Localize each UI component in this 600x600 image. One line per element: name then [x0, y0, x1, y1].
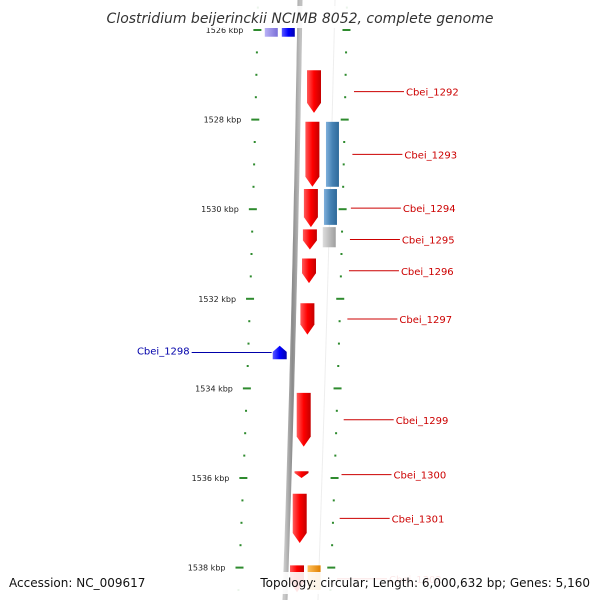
accession-text: Accession: NC_009617 — [9, 576, 145, 590]
tick-track: 1526 kbp 1528 kbp 1530 kbp 1532 kbp 1534 kbp… — [188, 6, 351, 591]
tick-label-1532: 1532 kbp — [198, 295, 236, 304]
gene-arrow-cbei-1293[interactable] — [305, 121, 320, 187]
gene-label-cbei-1294[interactable]: Cbei_1294 — [403, 204, 456, 215]
feature-blue-0 — [325, 121, 339, 187]
guide-line — [317, 0, 336, 600]
gene-arrow-cbei-1297[interactable] — [300, 303, 315, 335]
gene-arrow-cbei-1294[interactable] — [303, 189, 318, 228]
footer-background — [0, 572, 600, 594]
tick-label-1538: 1538 kbp — [188, 564, 226, 573]
tick-label-1536: 1536 kbp — [192, 474, 230, 483]
gene-label-cbei-1296[interactable]: Cbei_1296 — [401, 267, 454, 278]
gene-label-cbei-1300[interactable]: Cbei_1300 — [394, 471, 447, 482]
tick-label-1528: 1528 kbp — [204, 116, 242, 125]
gene-arrow-cbei-1295[interactable] — [302, 229, 317, 250]
genome-backbone — [282, 0, 303, 600]
gene-label-cbei-1293[interactable]: Cbei_1293 — [404, 150, 457, 161]
feature-blue-1 — [323, 189, 337, 225]
gene-arrow-cbei-1300[interactable] — [294, 471, 309, 478]
tick-label-1530: 1530 kbp — [201, 205, 239, 214]
gene-arrow-cbei-1301[interactable] — [292, 493, 307, 543]
tick-label-1534: 1534 kbp — [195, 384, 233, 393]
gene-track — [272, 70, 321, 593]
gene-arrow-cbei-1292[interactable] — [307, 70, 321, 113]
gene-label-cbei-1298[interactable]: Cbei_1298 — [137, 347, 190, 358]
feature-lavender-4 — [264, 28, 278, 37]
feature-gray-2 — [322, 227, 336, 248]
title-background — [108, 6, 494, 28]
tick-label-1526: 1526 kbp — [206, 26, 244, 35]
gene-label-cbei-1292[interactable]: Cbei_1292 — [406, 88, 459, 99]
gene-arrow-cbei-1299[interactable] — [296, 392, 311, 447]
gene-label-cbei-1297[interactable]: Cbei_1297 — [399, 315, 452, 326]
feature-reverse-5 — [281, 28, 295, 37]
gene-label-cbei-1299[interactable]: Cbei_1299 — [396, 416, 449, 427]
feature-track — [264, 28, 339, 590]
gene-arrow-cbei-1296[interactable] — [302, 258, 316, 284]
topology-text: Topology: circular; Length: 6,000,632 bp… — [259, 576, 590, 590]
page-title: Clostridium beijerinckii NCIMB 8052, com… — [107, 11, 494, 27]
gene-label-cbei-1295[interactable]: Cbei_1295 — [402, 235, 455, 246]
gene-label-cbei-1301[interactable]: Cbei_1301 — [392, 514, 445, 525]
gene-arrow-cbei-1298[interactable] — [272, 345, 287, 360]
